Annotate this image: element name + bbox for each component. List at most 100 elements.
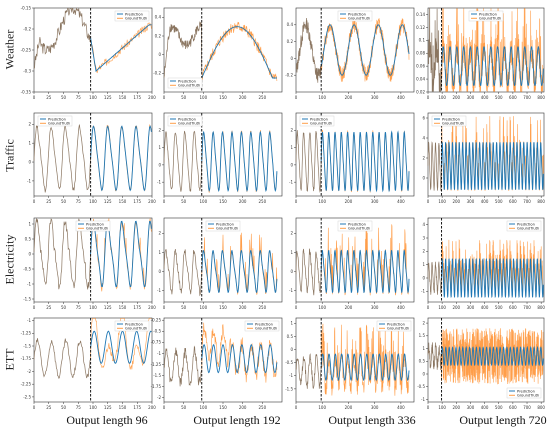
y-tick-label: 0 xyxy=(28,251,31,256)
input-history-line xyxy=(295,248,322,296)
legend-label-prediction: Prediction xyxy=(348,12,366,16)
y-tick-label: 0 xyxy=(290,162,293,167)
panel-weather-96: 0 25 50 75 100 125 150 175 200 -0.35 -0.3 -0.25 -0.2… xyxy=(21,5,157,100)
y-tick-label: 0 xyxy=(158,162,161,167)
x-tick-label: 700 xyxy=(523,95,531,100)
panel-traffic-192: 0 50 100 150 200 250 -1 0 1 2 PredictionGroundTrut… xyxy=(157,112,283,204)
x-tick-label: 150 xyxy=(119,95,127,100)
y-tick-label: 0.5 xyxy=(25,236,32,241)
y-tick-label: 0.5 xyxy=(287,334,294,339)
x-tick-label: 500 xyxy=(495,305,503,310)
x-tick-label: 500 xyxy=(495,199,503,204)
panel-weather-720: 0 100 200 300 400 500 600 700 800 0.02 0.04 0.06 0.0… xyxy=(416,7,545,100)
y-tick-label: 0.4 xyxy=(155,15,162,20)
col-label-336: Output length 336 xyxy=(328,413,416,427)
y-tick-label: 2 xyxy=(290,128,293,133)
x-tick-label: 100 xyxy=(318,95,326,100)
x-tick-label: 0 xyxy=(295,405,298,410)
y-tick-label: 2 xyxy=(158,128,161,133)
y-tick-label: 2 xyxy=(158,231,161,236)
x-tick-label: 0 xyxy=(427,95,430,100)
x-tick-label: 500 xyxy=(495,95,503,100)
col-label-192: Output length 192 xyxy=(193,413,281,427)
y-tick-label: 0 xyxy=(290,347,293,352)
legend-label-groundtruth: GroundTruth xyxy=(387,327,409,331)
panel-ett-96: 0 25 50 75 100 125 150 175 200 -2.5 -2.25 -2 -1.75 -1… xyxy=(21,317,156,410)
x-tick-label: 150 xyxy=(219,305,227,310)
x-tick-label: 100 xyxy=(200,405,208,410)
x-tick-label: 200 xyxy=(452,95,460,100)
y-tick-label: -1.5 xyxy=(23,343,31,348)
prediction-line xyxy=(320,130,410,193)
legend-box xyxy=(167,77,203,89)
y-tick-label: 0 xyxy=(290,56,293,61)
x-tick-label: 400 xyxy=(397,305,405,310)
y-tick-label: -1 xyxy=(157,288,161,293)
prediction-line xyxy=(90,330,152,364)
y-tick-label: 1 xyxy=(290,145,293,150)
prediction-line xyxy=(90,220,152,288)
input-history-line xyxy=(163,21,203,78)
groundtruth-line xyxy=(90,318,152,370)
x-tick-label: 800 xyxy=(537,405,545,410)
x-tick-label: 200 xyxy=(345,95,353,100)
x-tick-label: 300 xyxy=(467,95,475,100)
input-history-line xyxy=(427,342,442,371)
x-tick-label: 125 xyxy=(104,305,112,310)
y-tick-label: -1 xyxy=(289,288,293,293)
prediction-line xyxy=(90,24,152,72)
x-tick-label: 200 xyxy=(345,199,353,204)
legend-box xyxy=(114,10,150,22)
x-tick-label: 300 xyxy=(467,199,475,204)
x-tick-label: 100 xyxy=(438,199,446,204)
y-tick-label: 1 xyxy=(290,250,293,255)
y-tick-label: 0 xyxy=(422,175,425,180)
legend-label-prediction: Prediction xyxy=(517,222,535,226)
x-tick-label: 175 xyxy=(133,405,141,410)
y-tick-label: -0.3 xyxy=(23,68,31,73)
col-label-96: Output length 96 xyxy=(66,413,148,427)
x-tick-label: 200 xyxy=(345,305,353,310)
y-tick-label: -0.2 xyxy=(285,73,293,78)
x-tick-label: 200 xyxy=(239,199,247,204)
x-tick-label: 300 xyxy=(371,405,379,410)
x-tick-label: 400 xyxy=(397,405,405,410)
input-history-line xyxy=(427,141,442,191)
prediction-line xyxy=(441,46,544,87)
input-history-line xyxy=(295,17,322,83)
legend-box xyxy=(167,115,203,127)
y-tick-label: -0.75 xyxy=(151,340,162,345)
x-tick-label: 400 xyxy=(397,95,405,100)
legend-label-prediction: Prediction xyxy=(387,322,405,326)
x-tick-label: 700 xyxy=(523,405,531,410)
x-tick-label: 200 xyxy=(239,305,247,310)
input-history-line xyxy=(163,345,203,387)
legend-label-prediction: Prediction xyxy=(125,322,143,326)
x-tick-label: 175 xyxy=(133,95,141,100)
legend-label-groundtruth: GroundTruth xyxy=(517,227,539,231)
y-tick-label: 1 xyxy=(422,262,425,267)
y-tick-label: 2 xyxy=(422,249,425,254)
y-tick-label: 2 xyxy=(422,155,425,160)
legend-label-groundtruth: GroundTruth xyxy=(442,122,464,126)
legend-box xyxy=(114,320,150,332)
x-tick-label: 25 xyxy=(46,305,52,310)
legend-box xyxy=(37,115,73,127)
panel-weather-192: 0 50 100 150 200 250 -0.2 0 0.2 0.4 PredictionGrou… xyxy=(153,7,283,100)
legend-label-groundtruth: GroundTruth xyxy=(178,84,200,88)
x-tick-label: 600 xyxy=(509,305,517,310)
y-tick-label: -0.5 xyxy=(285,360,293,365)
legend-label-groundtruth: GroundTruth xyxy=(255,327,277,331)
y-tick-label: -1 xyxy=(421,289,425,294)
groundtruth-line xyxy=(441,328,544,385)
x-tick-label: 0 xyxy=(33,199,36,204)
legend-label-groundtruth: GroundTruth xyxy=(178,122,200,126)
x-tick-label: 200 xyxy=(452,199,460,204)
x-tick-label: 700 xyxy=(523,199,531,204)
x-tick-label: 50 xyxy=(181,95,187,100)
x-tick-label: 100 xyxy=(89,95,97,100)
x-tick-label: 0 xyxy=(163,305,166,310)
